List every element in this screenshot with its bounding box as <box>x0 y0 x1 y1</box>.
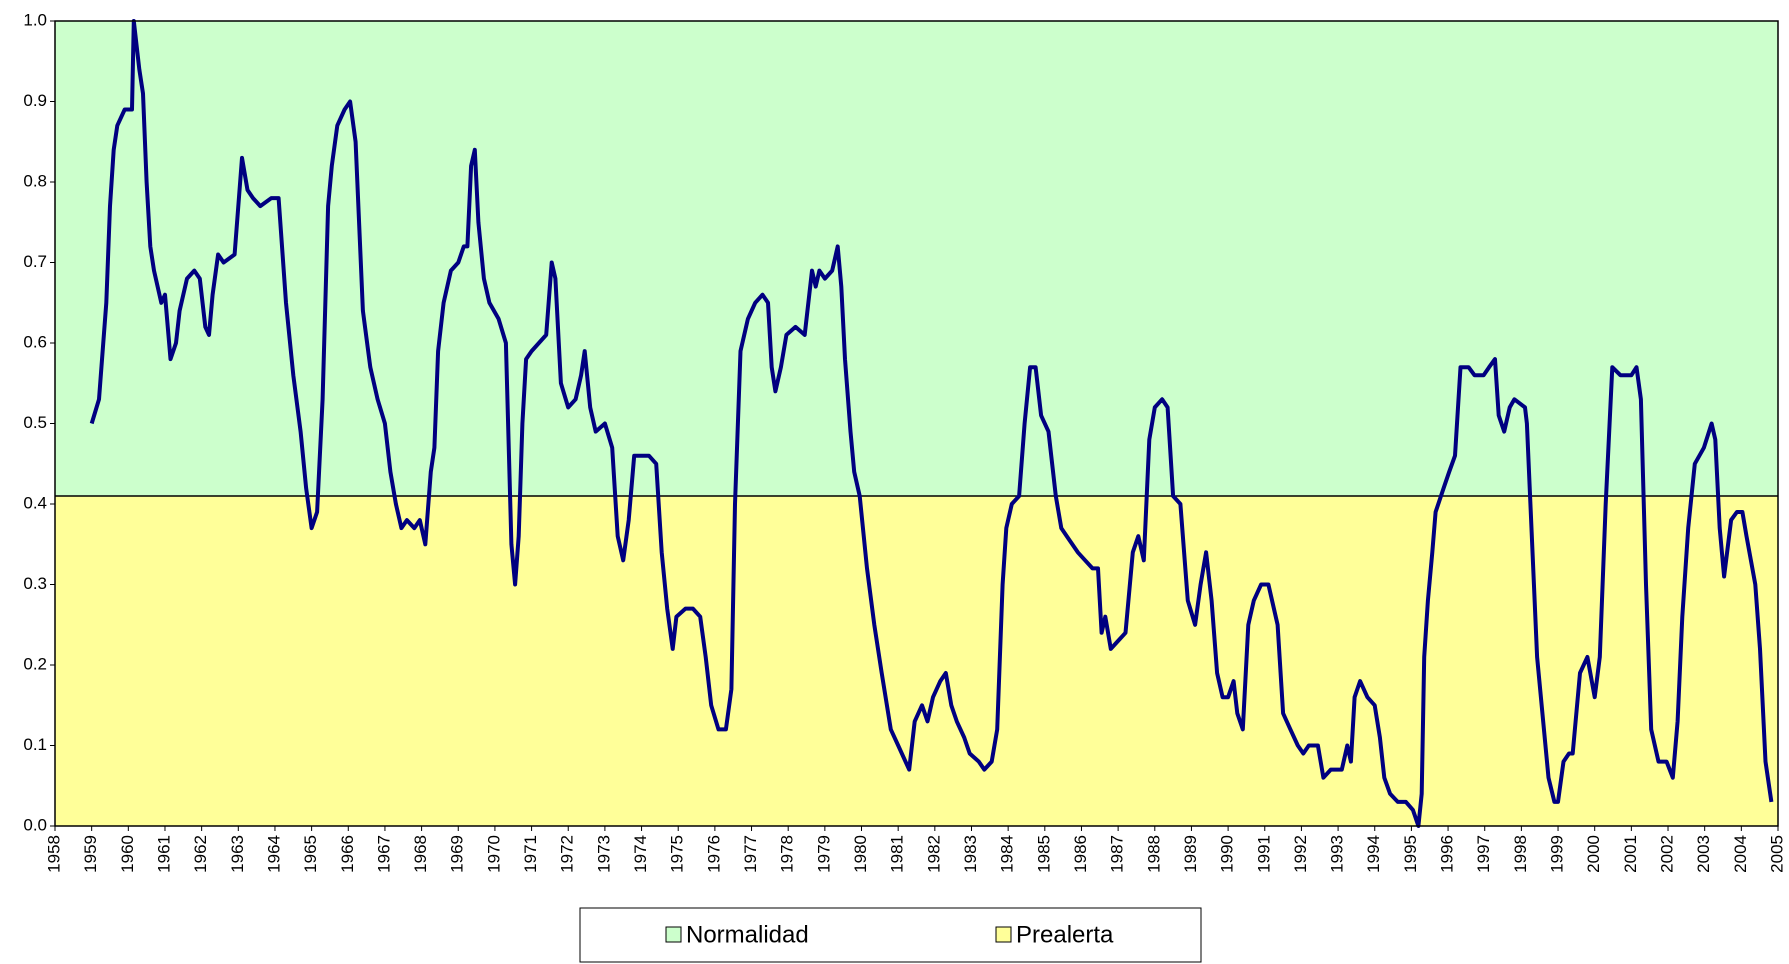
legend-box <box>579 907 1202 963</box>
x-tick-label: 1972 <box>558 835 577 873</box>
x-tick-label: 1983 <box>961 835 980 873</box>
y-tick-label: 0.2 <box>23 654 47 673</box>
y-tick-label: 0.3 <box>23 574 47 593</box>
x-tick-label: 1970 <box>484 835 503 873</box>
x-tick-label: 2001 <box>1621 835 1640 873</box>
x-tick-label: 1986 <box>1071 835 1090 873</box>
x-tick-label: 1978 <box>778 835 797 873</box>
y-tick-label: 1.0 <box>23 10 47 29</box>
x-tick-label: 1991 <box>1254 835 1273 873</box>
x-tick-label: 2004 <box>1731 835 1750 873</box>
x-tick-label: 1987 <box>1108 835 1127 873</box>
x-tick-label: 1962 <box>191 835 210 873</box>
x-tick-label: 1982 <box>924 835 943 873</box>
x-tick-label: 1984 <box>998 835 1017 873</box>
x-tick-label: 2003 <box>1694 835 1713 873</box>
x-tick-label: 1971 <box>521 835 540 873</box>
x-tick-label: 1977 <box>741 835 760 873</box>
x-tick-label: 1995 <box>1401 835 1420 873</box>
x-tick-label: 1973 <box>594 835 613 873</box>
x-tick-label: 1992 <box>1291 835 1310 873</box>
x-tick-label: 1993 <box>1328 835 1347 873</box>
x-tick-label: 1958 <box>44 835 63 873</box>
legend-swatch <box>995 926 1012 943</box>
y-tick-label: 0.5 <box>23 413 47 432</box>
x-tick-label: 1975 <box>668 835 687 873</box>
legend: Normalidad Prealerta <box>579 907 1202 963</box>
x-tick-label: 1997 <box>1474 835 1493 873</box>
x-tick-label: 1996 <box>1438 835 1457 873</box>
x-tick-label: 1964 <box>264 835 283 873</box>
legend-swatch <box>665 926 682 943</box>
y-tick-label: 0.6 <box>23 332 47 351</box>
x-tick-label: 1979 <box>814 835 833 873</box>
plot-frame <box>54 20 1779 827</box>
x-tick-label: 1960 <box>118 835 137 873</box>
y-tick-label: 0.8 <box>23 171 47 190</box>
x-tick-label: 1981 <box>888 835 907 873</box>
x-tick-label: 1980 <box>851 835 870 873</box>
band <box>55 21 1778 496</box>
y-tick-label: 0.1 <box>23 735 47 754</box>
x-tick-label: 1998 <box>1511 835 1530 873</box>
legend-label: Prealerta <box>1016 921 1114 948</box>
x-tick-label: 2002 <box>1658 835 1677 873</box>
band <box>55 495 1778 826</box>
y-tick-label: 0.4 <box>23 493 47 512</box>
x-tick-label: 1965 <box>301 835 320 873</box>
legend-label: Normalidad <box>686 921 809 948</box>
x-tick-label: 1988 <box>1144 835 1163 873</box>
x-tick-label: 1990 <box>1218 835 1237 873</box>
y-tick-label: 0.9 <box>23 91 47 110</box>
x-tick-label: 2000 <box>1584 835 1603 873</box>
x-tick-label: 1969 <box>448 835 467 873</box>
y-tick-label: 0.0 <box>23 815 47 834</box>
x-tick-label: 1994 <box>1364 835 1383 873</box>
x-tick-label: 1976 <box>704 835 723 873</box>
x-tick-label: 1967 <box>374 835 393 873</box>
x-tick-label: 1961 <box>154 835 173 873</box>
x-tick-label: 1989 <box>1181 835 1200 873</box>
x-tick-label: 1985 <box>1034 835 1053 873</box>
x-tick-label: 1959 <box>81 835 100 873</box>
x-tick-label: 1974 <box>631 835 650 873</box>
x-tick-label: 2005 <box>1767 835 1786 873</box>
x-tick-label: 1963 <box>228 835 247 873</box>
data-line <box>89 19 1774 828</box>
y-tick-label: 0.7 <box>23 252 47 271</box>
x-tick-label: 1999 <box>1548 835 1567 873</box>
x-tick-label: 1968 <box>411 835 430 873</box>
x-tick-label: 1966 <box>338 835 357 873</box>
